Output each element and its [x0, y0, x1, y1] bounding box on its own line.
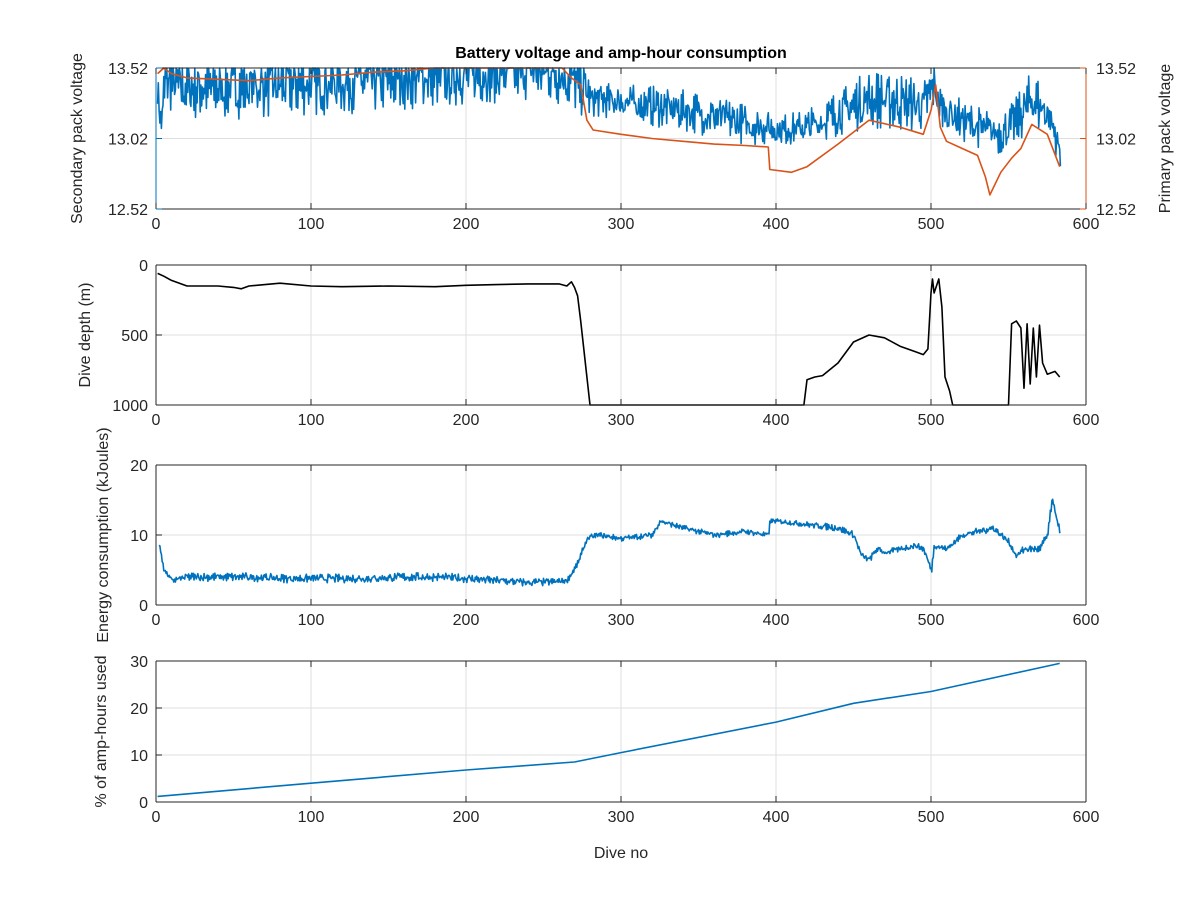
x-tick-label: 400	[763, 612, 790, 629]
x-tick-label: 600	[1073, 809, 1100, 826]
x-tick-label: 300	[608, 216, 635, 233]
y-tick-label: 13.02	[108, 132, 148, 149]
y-tick-label: 0	[139, 795, 148, 812]
series-line-1	[158, 498, 1061, 587]
series-line-1	[156, 67, 1062, 167]
y-tick-label: 500	[121, 328, 148, 345]
x-tick-label: 500	[918, 809, 945, 826]
series-line-1	[157, 272, 1061, 406]
y-axis-label-primary-voltage: Primary pack voltage	[1157, 64, 1174, 213]
subplot-3: 0 100 200 300 400 500 600 0 10 20	[130, 458, 1099, 629]
x-tick-label: 600	[1073, 412, 1100, 429]
y-axis-label-dive-depth: Dive depth (m)	[77, 283, 94, 388]
y-tick-label: 20	[130, 701, 148, 718]
y-tick-label: 12.52	[108, 202, 148, 219]
x-tick-label: 300	[608, 809, 635, 826]
x-tick-label: 100	[298, 412, 325, 429]
x-tick-label: 400	[763, 809, 790, 826]
subplot-2: 0 100 200 300 400 500 600 0 500 1000	[112, 258, 1099, 429]
y-tick-label: 30	[130, 654, 148, 671]
y-axis-label-energy: Energy consumption (kJoules)	[95, 427, 112, 642]
x-tick-label: 400	[763, 412, 790, 429]
x-tick-label: 100	[298, 216, 325, 233]
y-tick-label: 0	[139, 598, 148, 615]
x-tick-label: 0	[152, 809, 161, 826]
subplot-4: 0 100 200 300 400 500 600 0 10 20 30	[130, 654, 1099, 826]
x-tick-label: 0	[152, 216, 161, 233]
y-axis-label-amp-hours: % of amp-hours used	[93, 655, 110, 807]
x-tick-label: 500	[918, 612, 945, 629]
y-tick-label: 10	[130, 528, 148, 545]
x-tick-label: 300	[608, 412, 635, 429]
x-tick-label: 0	[152, 412, 161, 429]
series-line-1	[157, 662, 1060, 798]
y2-tick-label: 13.52	[1096, 61, 1136, 78]
x-tick-label: 200	[453, 612, 480, 629]
x-axis-label: Dive no	[594, 845, 648, 862]
y-tick-label: 0	[139, 258, 148, 275]
x-tick-label: 100	[298, 809, 325, 826]
figure-title: Battery voltage and amp-hour consumption	[455, 45, 787, 62]
y-tick-label: 10	[130, 748, 148, 765]
y-tick-label: 1000	[112, 398, 148, 415]
x-tick-label: 0	[152, 612, 161, 629]
y-axis-label-secondary-voltage: Secondary pack voltage	[69, 53, 86, 224]
x-tick-label: 300	[608, 612, 635, 629]
y2-tick-label: 13.02	[1096, 132, 1136, 149]
x-tick-label: 200	[453, 216, 480, 233]
x-tick-label: 200	[453, 809, 480, 826]
x-tick-label: 400	[763, 216, 790, 233]
series-line-2	[157, 67, 1061, 196]
y2-tick-label: 12.52	[1096, 202, 1136, 219]
x-tick-label: 500	[918, 216, 945, 233]
x-tick-label: 600	[1073, 216, 1100, 233]
x-tick-label: 200	[453, 412, 480, 429]
x-tick-label: 600	[1073, 612, 1100, 629]
y-tick-label: 13.52	[108, 61, 148, 78]
x-tick-label: 500	[918, 412, 945, 429]
y-tick-label: 20	[130, 458, 148, 475]
x-tick-label: 100	[298, 612, 325, 629]
